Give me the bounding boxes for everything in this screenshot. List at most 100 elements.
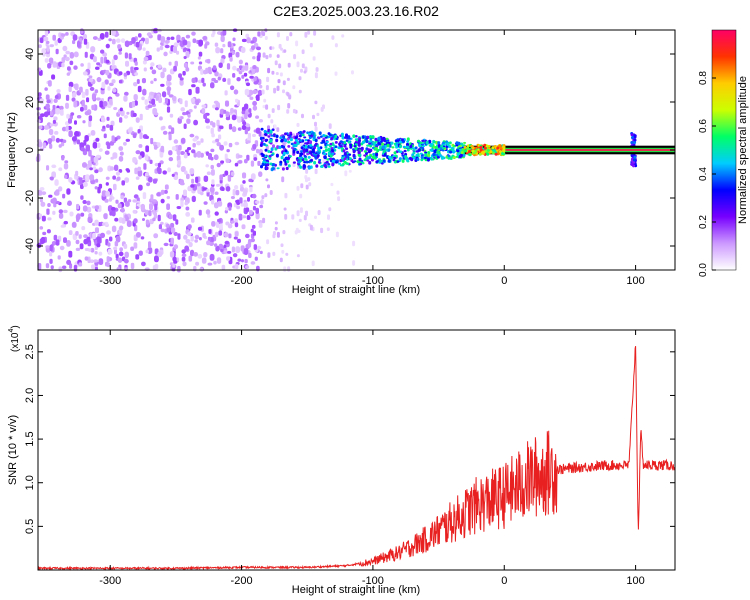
heatmap-cell (304, 31, 308, 38)
heatmap-cell (324, 145, 328, 149)
heatmap-cell (59, 105, 64, 111)
heatmap-cell (434, 145, 438, 150)
heatmap-cell (105, 176, 110, 180)
heatmap-cell (262, 104, 266, 109)
heatmap-cell (499, 146, 503, 150)
heatmap-cell (307, 139, 311, 142)
heatmap-cell (168, 125, 172, 130)
heatmap-cell (304, 138, 308, 142)
heatmap-cell (252, 143, 257, 150)
heatmap-cell (120, 109, 125, 117)
heatmap-cell (75, 239, 80, 245)
heatmap-cell (103, 133, 107, 139)
heatmap-cell (180, 166, 186, 173)
heatmap-cell (323, 155, 327, 160)
heatmap-cell (183, 56, 187, 60)
heatmap-cell (312, 153, 316, 156)
heatmap-cell (69, 52, 74, 59)
heatmap-cell (206, 191, 210, 197)
heatmap-cell (202, 82, 206, 87)
heatmap-cell (73, 264, 78, 272)
heatmap-cell (183, 123, 187, 129)
heatmap-cell (75, 214, 81, 221)
heatmap-cell (359, 163, 363, 166)
heatmap-cell (419, 152, 423, 155)
heatmap-cell (281, 249, 285, 254)
heatmap-cell (272, 167, 275, 170)
heatmap-cell (142, 218, 145, 221)
heatmap-cell (118, 146, 124, 151)
heatmap-cell (133, 67, 139, 71)
heatmap-cell (40, 236, 46, 244)
heatmap-cell (296, 150, 300, 154)
heatmap-cell (97, 142, 101, 148)
heatmap-cell (134, 61, 138, 66)
heatmap-cell (251, 224, 256, 229)
heatmap-cell (301, 133, 305, 137)
heatmap-cell (256, 148, 260, 154)
heatmap-cell (95, 66, 100, 70)
heatmap-cell (331, 35, 335, 40)
heatmap-cell (58, 209, 64, 214)
heatmap-cell (189, 168, 195, 175)
heatmap-cell (69, 211, 74, 217)
heatmap-cell (168, 150, 173, 156)
heatmap-cell (110, 156, 114, 160)
heatmap-cell (294, 230, 298, 235)
heatmap-cell (167, 167, 171, 173)
heatmap-cell (115, 236, 121, 243)
heatmap-cell (96, 243, 101, 248)
heatmap-cell (166, 74, 172, 82)
heatmap-cell (62, 265, 67, 269)
heatmap-cell (53, 116, 58, 121)
heatmap-x-tick-label: -300 (99, 275, 121, 287)
heatmap-cell (117, 203, 122, 209)
heatmap-cell (366, 156, 370, 160)
heatmap-cell (286, 77, 290, 81)
heatmap-cell (255, 94, 260, 101)
heatmap-cell (386, 143, 390, 148)
heatmap-cell (126, 169, 131, 173)
snr-x-axis-label: Height of straight line (km) (292, 584, 420, 596)
heatmap-cell (185, 239, 191, 244)
heatmap-cell (120, 195, 124, 200)
heatmap-cell (160, 198, 165, 204)
heatmap-cell (67, 66, 71, 71)
heatmap-cell (160, 71, 165, 79)
heatmap-cell (247, 197, 250, 202)
heatmap-cell (287, 156, 290, 161)
heatmap-cell (97, 236, 101, 244)
heatmap-cell (113, 107, 118, 111)
heatmap-cell (108, 38, 112, 42)
heatmap-cell (209, 253, 215, 261)
heatmap-cell (36, 119, 41, 123)
heatmap-cell (315, 67, 319, 72)
heatmap-cell (486, 148, 490, 152)
heatmap-cell (114, 241, 119, 247)
heatmap-cell (152, 265, 157, 270)
heatmap-cell (271, 108, 275, 113)
heatmap-cell (397, 148, 401, 152)
heatmap-cell (146, 182, 151, 187)
heatmap-cell (179, 77, 184, 81)
heatmap-cell (219, 223, 223, 230)
heatmap-cell (191, 31, 196, 36)
heatmap-cell (54, 179, 59, 186)
figure-title: C2E3.2025.003.23.16.R02 (273, 3, 439, 19)
heatmap-cell (314, 168, 318, 175)
heatmap-cell (442, 141, 446, 145)
heatmap-cell (502, 145, 506, 149)
heatmap-cell (228, 123, 233, 130)
heatmap-cell (235, 246, 241, 254)
heatmap-cell (175, 219, 179, 225)
heatmap-cell (150, 80, 154, 84)
heatmap-cell (119, 225, 124, 231)
heatmap-cell (168, 133, 172, 141)
heatmap-cell (223, 141, 228, 146)
heatmap-cell (481, 152, 485, 155)
carrier-line-core (464, 149, 675, 151)
heatmap-cell (141, 78, 146, 84)
heatmap-cell (329, 142, 333, 146)
heatmap-cell (89, 86, 95, 91)
heatmap-cell (142, 88, 147, 96)
